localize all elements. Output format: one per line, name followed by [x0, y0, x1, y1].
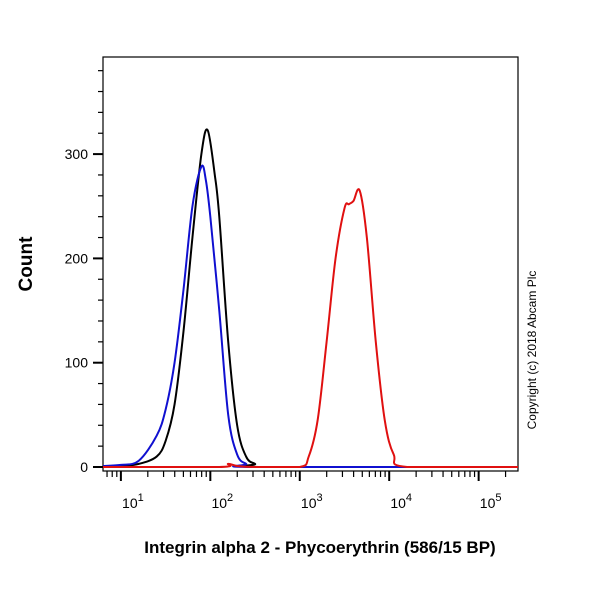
x-axis-label: Integrin alpha 2 - Phycoerythrin (586/15…	[144, 538, 495, 557]
plot-frame	[102, 56, 519, 472]
series-red-curve	[102, 188, 518, 469]
y-tick-label: 100	[65, 355, 89, 371]
y-tick-label: 0	[80, 459, 88, 475]
y-tick-label: 300	[65, 146, 89, 162]
y-tick-label: 200	[65, 250, 89, 266]
series-black-curve	[102, 128, 518, 469]
y-axis-label: Count	[16, 236, 37, 292]
x-tick-label: 102	[211, 492, 233, 511]
x-tick-label: 101	[122, 492, 144, 511]
copyright-annotation: Copyright (c) 2018 Abcam Plc	[525, 271, 539, 430]
x-tick-label: 105	[480, 492, 502, 511]
x-tick-label: 103	[301, 492, 323, 511]
series-blue-curve	[102, 164, 518, 469]
x-tick-label: 104	[390, 492, 412, 511]
